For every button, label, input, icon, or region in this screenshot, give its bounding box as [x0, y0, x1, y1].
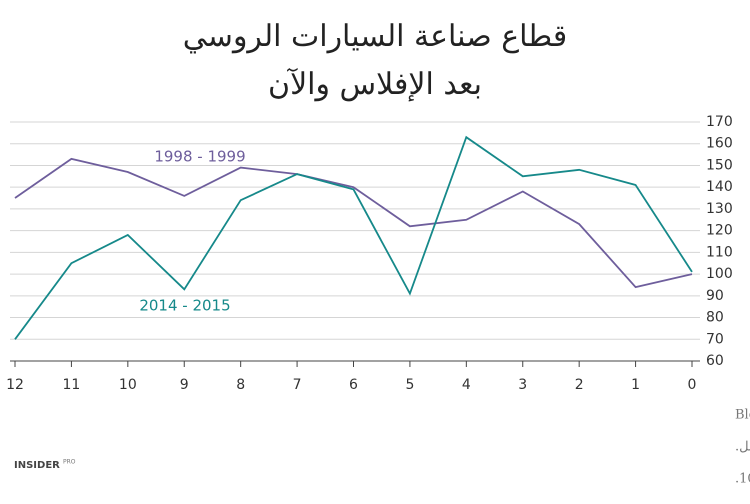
y-tick-label: 170 — [706, 114, 733, 130]
series-line — [14, 135, 693, 340]
legend-label: 1998 - 1999 — [154, 148, 245, 166]
x-tick-label: 8 — [236, 377, 245, 393]
legend-label: 2014 - 2015 — [139, 297, 230, 315]
y-tick-label: 60 — [706, 353, 724, 369]
x-tick-label: 0 — [688, 377, 697, 393]
x-tick-label: 2 — [575, 377, 584, 393]
x-tick-label: 4 — [462, 377, 471, 393]
x-tick-label: 9 — [180, 377, 189, 393]
x-tick-label: 10 — [119, 377, 137, 393]
chart-subtitle: بعد الإفلاس والآن — [268, 67, 482, 102]
y-tick-label: 70 — [706, 331, 724, 347]
source: المصدر: Bloomberg — [735, 408, 750, 423]
note: ملاحظة: تم حساب المؤشر لسنة بعد بدء انخف… — [735, 440, 750, 455]
y-tick-label: 140 — [706, 179, 733, 195]
logo: INSIDER — [14, 460, 60, 471]
y-tick-label: 80 — [706, 310, 724, 326]
y-tick-label: 120 — [706, 223, 733, 239]
y-tick-label: 90 — [706, 288, 724, 304]
y-tick-label: 100 — [706, 266, 733, 282]
y-tick-label: 130 — [706, 201, 733, 217]
note: تم حساب مستوى الإنتاج لأغسطس 1998 و 2014… — [735, 470, 750, 487]
x-tick-label: 1 — [631, 377, 640, 393]
x-tick-label: 6 — [349, 377, 358, 393]
x-tick-label: 11 — [63, 377, 81, 393]
x-tick-label: 5 — [405, 377, 414, 393]
y-tick-label: 150 — [706, 157, 733, 173]
x-tick-label: 7 — [293, 377, 302, 393]
y-tick-label: 160 — [706, 136, 733, 152]
x-tick-label: 3 — [518, 377, 527, 393]
x-tick-label: 12 — [6, 377, 24, 393]
logo-sub: PRO — [63, 459, 76, 466]
series-line — [14, 157, 693, 289]
y-tick-label: 110 — [706, 244, 733, 260]
chart-title: قطاع صناعة السيارات الروسي — [183, 19, 567, 54]
